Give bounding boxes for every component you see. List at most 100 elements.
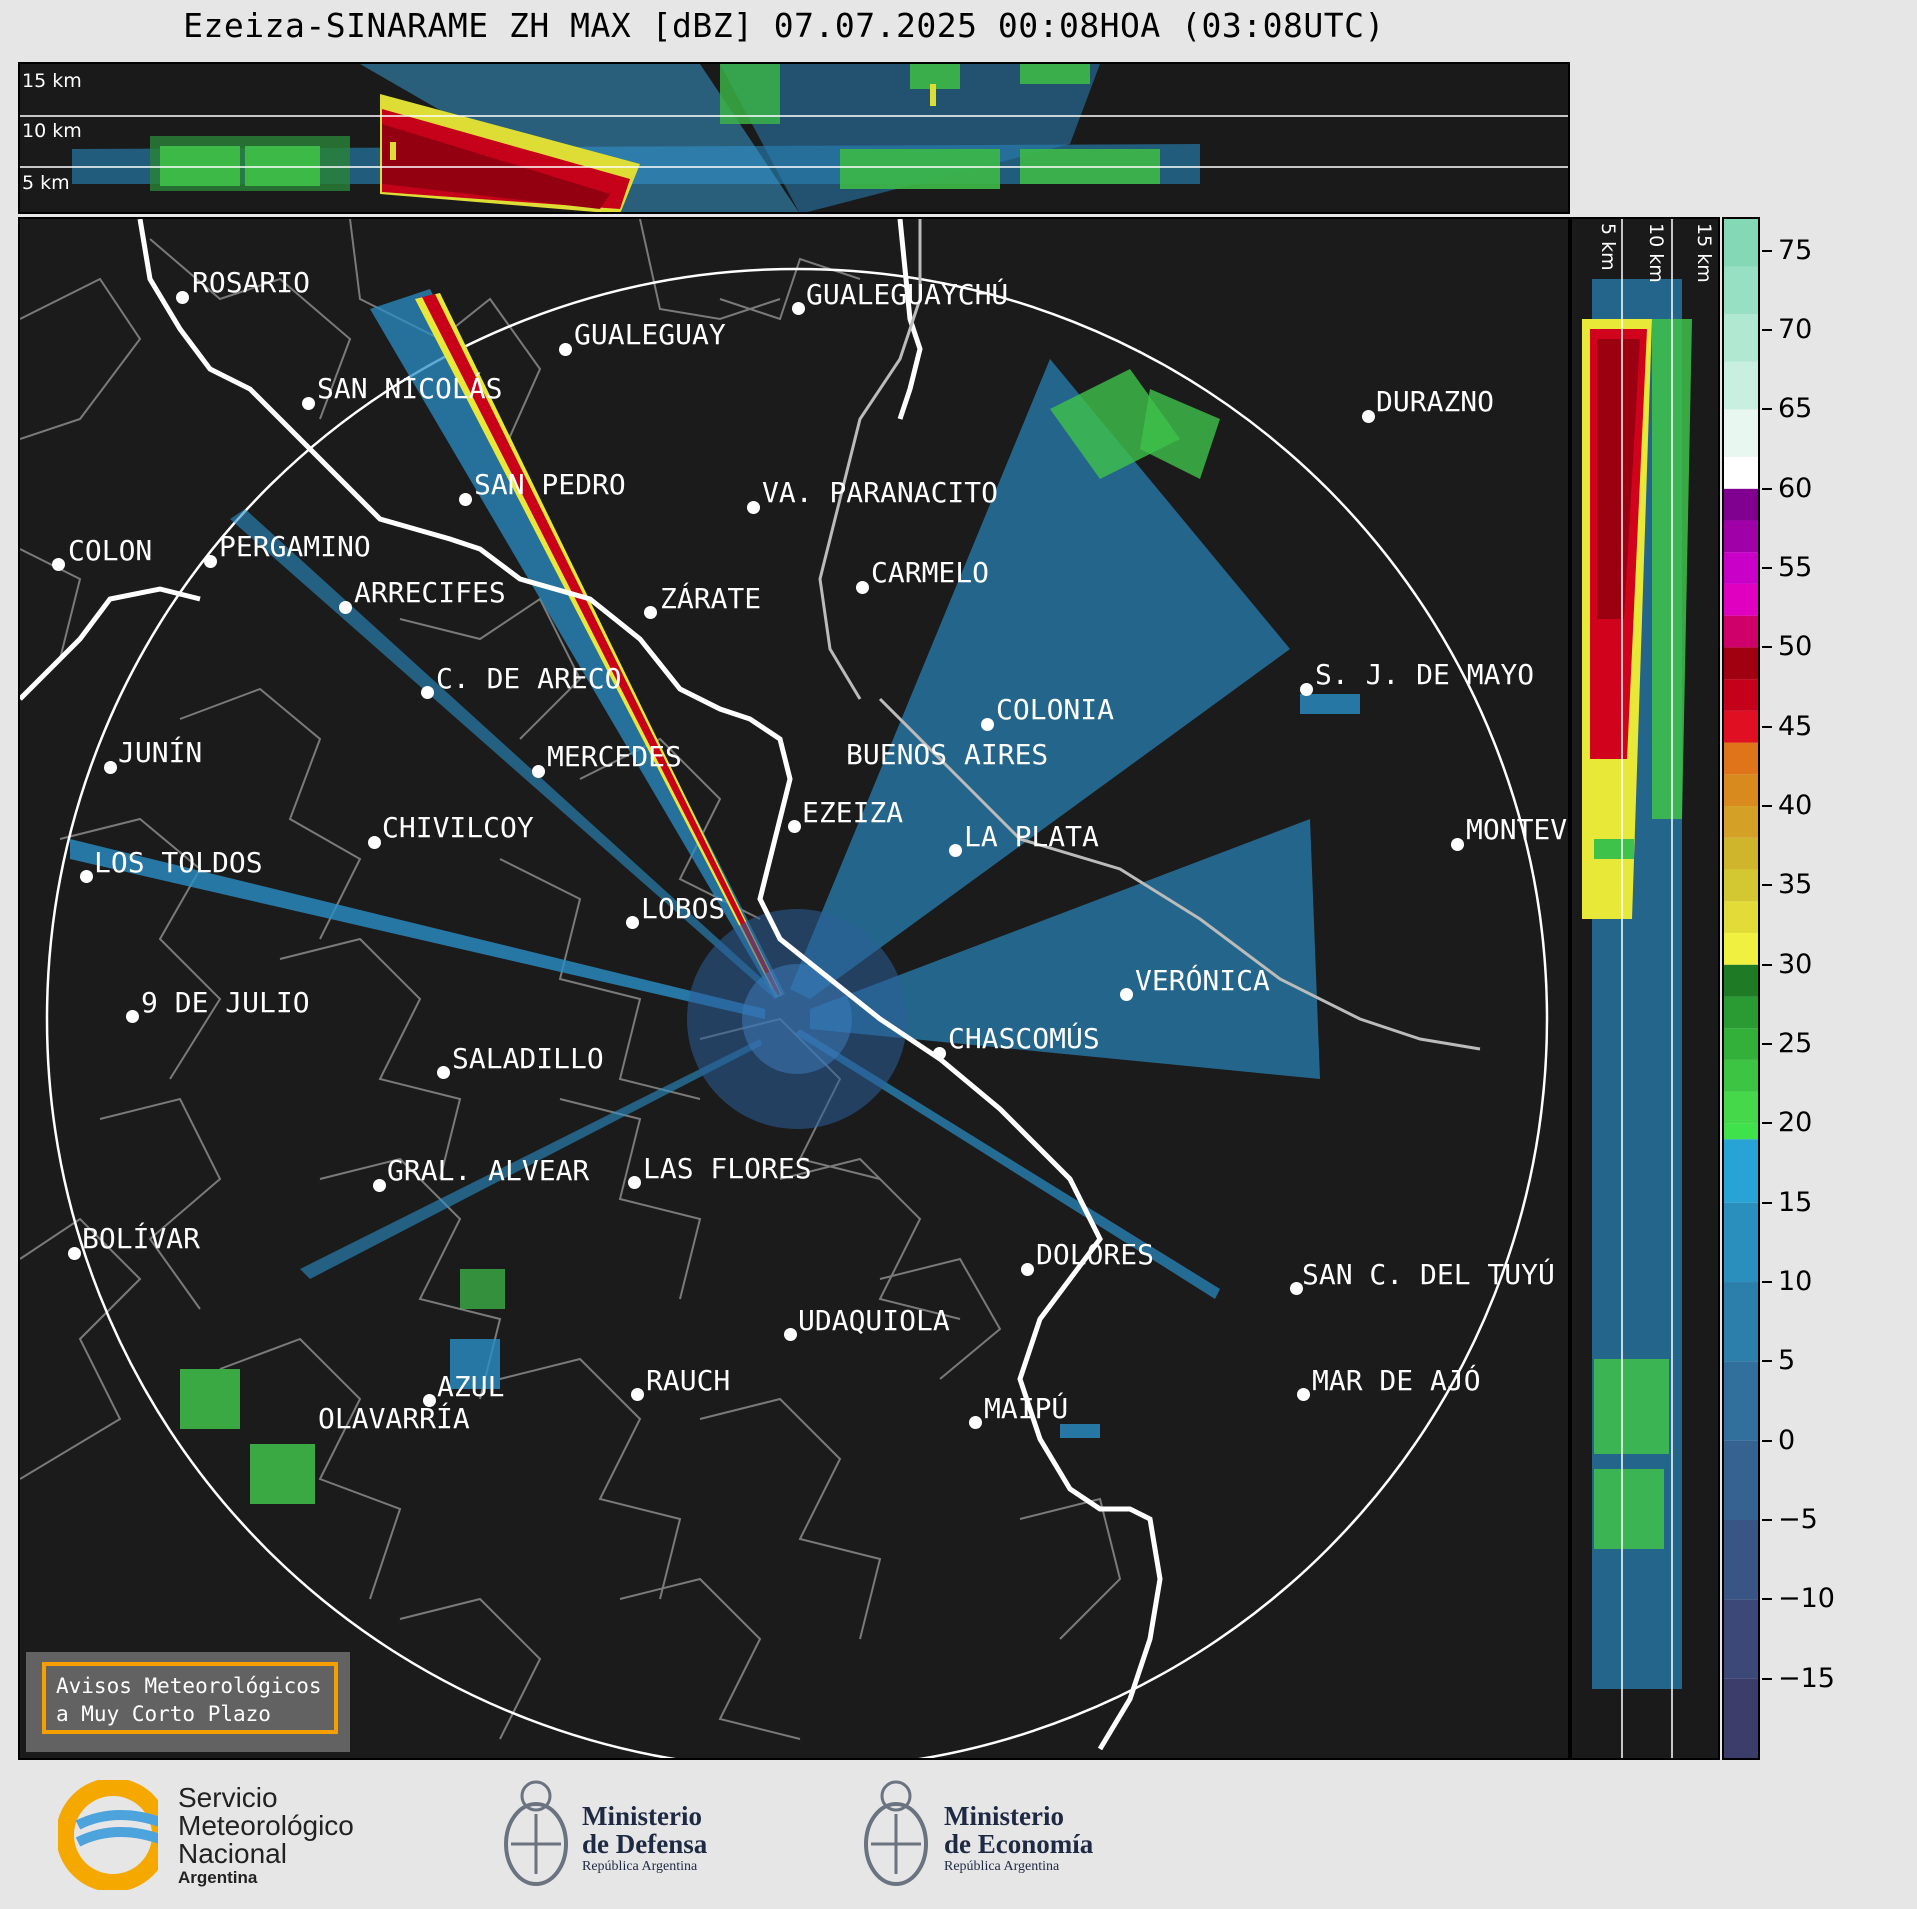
city-label-pergamino: PERGAMINO xyxy=(219,530,371,563)
colorbar-band xyxy=(1724,837,1758,870)
notice-frame: Avisos Meteorológicos a Muy Corto Plazo xyxy=(42,1662,338,1734)
colorbar-tick xyxy=(1762,646,1772,649)
colorbar-tick-label: 30 xyxy=(1778,948,1813,980)
city-label-san-nicolas: SAN NICOLÁS xyxy=(317,372,503,405)
colorbar-band xyxy=(1724,1361,1758,1441)
city-dot xyxy=(423,1394,436,1407)
colorbar-tick-label: 5 xyxy=(1778,1345,1796,1377)
smn-line-4: Argentina xyxy=(178,1868,258,1887)
city-dot xyxy=(856,581,869,594)
city-label-bolivar: BOLÍVAR xyxy=(82,1222,201,1255)
colorbar-tick-label: 70 xyxy=(1778,314,1813,346)
colorbar-band xyxy=(1724,1059,1758,1092)
city-label-arrecifes: ARRECIFES xyxy=(354,576,506,609)
colorbar-tick xyxy=(1762,567,1772,570)
city-label-zarate: ZÁRATE xyxy=(660,582,762,615)
city-label-los-toldos: LOS TOLDOS xyxy=(94,846,263,879)
vertical-cross-section-right: 5 km 10 km 15 km xyxy=(1570,217,1720,1760)
city-dot xyxy=(80,870,93,883)
economia-logo-text: Ministerio de Economía República Argenti… xyxy=(944,1802,1093,1876)
city-label-udaquiola: UDAQUIOLA xyxy=(798,1304,950,1337)
colorbar-band xyxy=(1724,679,1758,711)
colorbar-tick-label: 25 xyxy=(1778,1028,1813,1060)
colorbar-band xyxy=(1724,615,1758,648)
city-dot xyxy=(459,493,472,506)
colorbar-band xyxy=(1724,488,1758,521)
colorbar-tick-label: 75 xyxy=(1778,234,1813,266)
colorbar-tick xyxy=(1762,329,1772,332)
economia-line-1: Ministerio xyxy=(944,1801,1064,1831)
city-label-san-pedro: SAN PEDRO xyxy=(474,468,626,501)
river-uruguay xyxy=(818,219,1481,1051)
colorbar-tick xyxy=(1762,487,1772,490)
colorbar-band xyxy=(1724,456,1758,489)
radar-range-ring xyxy=(45,267,1549,1758)
colorbar-tick xyxy=(1762,963,1772,966)
colorbar-tick-label: −15 xyxy=(1778,1662,1835,1694)
colorbar-band xyxy=(1724,583,1758,616)
notice-line-2: a Muy Corto Plazo xyxy=(56,1702,271,1726)
colorbar-tick-label: 0 xyxy=(1778,1424,1796,1456)
colorbar-band xyxy=(1724,932,1758,965)
colorbar-tick xyxy=(1762,884,1772,887)
city-label-la-plata: LA PLATA xyxy=(964,820,1099,853)
colorbar-band xyxy=(1724,1123,1758,1140)
city-dot xyxy=(626,916,639,929)
city-label-chascomus: CHASCOMÚS xyxy=(948,1022,1100,1055)
colorbar-tick-label: −10 xyxy=(1778,1583,1835,1615)
city-label-colon: COLON xyxy=(68,534,153,567)
colorbar-band xyxy=(1724,996,1758,1029)
notice-box[interactable]: Avisos Meteorológicos a Muy Corto Plazo xyxy=(26,1652,350,1752)
colorbar-band xyxy=(1724,552,1758,584)
city-dot xyxy=(784,1328,797,1341)
vertical-cross-section-top: 15 km 10 km 5 km xyxy=(18,62,1570,214)
colorbar-tick-label: 10 xyxy=(1778,1266,1813,1298)
economia-line-3: República Argentina xyxy=(944,1859,1060,1874)
city-dot xyxy=(421,686,434,699)
city-dot xyxy=(969,1416,982,1429)
city-dot xyxy=(302,397,315,410)
colorbar-band xyxy=(1724,710,1758,743)
side-section-graphic xyxy=(1582,219,1692,1758)
colorbar-band xyxy=(1724,1091,1758,1124)
colorbar-tick xyxy=(1762,408,1772,411)
city-dot xyxy=(339,601,352,614)
city-label-colonia: COLONIA xyxy=(996,693,1115,726)
city-label-mar-de-ajo: MAR DE AJÓ xyxy=(1312,1364,1481,1397)
city-dot xyxy=(981,718,994,731)
colorbar-tick xyxy=(1762,1281,1772,1284)
colorbar-band xyxy=(1724,964,1758,997)
city-label-rosario: ROSARIO xyxy=(192,266,311,299)
colorbar-band xyxy=(1724,774,1758,807)
city-dot xyxy=(747,501,760,514)
city-label-va-paranacito: VA. PARANACITO xyxy=(762,476,999,509)
city-dot xyxy=(933,1047,946,1060)
city-label-veronica: VERÓNICA xyxy=(1135,964,1270,997)
city-label-chivilcoy: CHIVILCOY xyxy=(382,811,534,844)
city-dot xyxy=(68,1247,81,1260)
colorbar-band xyxy=(1724,361,1758,410)
colorbar-tick xyxy=(1762,1122,1772,1125)
city-dot xyxy=(52,558,65,571)
city-dot xyxy=(1021,1263,1034,1276)
city-label-lobos: LOBOS xyxy=(641,892,726,925)
colorbar-band xyxy=(1724,1440,1758,1521)
city-label-olavarria: OLAVARRÍA xyxy=(318,1402,470,1435)
smn-line-3: Nacional xyxy=(178,1838,287,1869)
colorbar-tick-label: −5 xyxy=(1778,1504,1818,1535)
side-height-label-5km: 5 km xyxy=(1597,223,1619,271)
colorbar-tick-label: 20 xyxy=(1778,1107,1813,1139)
defensa-line-2: de Defensa xyxy=(582,1829,708,1859)
city-dot xyxy=(792,302,805,315)
city-dot xyxy=(559,343,572,356)
city-label-9-de-julio: 9 DE JULIO xyxy=(141,986,310,1019)
smn-logo-icon xyxy=(58,1780,178,1890)
city-dot xyxy=(949,844,962,857)
colorbar-band xyxy=(1724,901,1758,933)
colorbar-graphic xyxy=(1724,219,1758,1758)
city-label-rauch: RAUCH xyxy=(646,1364,731,1397)
city-label-azul: AZUL xyxy=(437,1370,505,1403)
city-label-gualeguay: GUALEGUAY xyxy=(574,318,726,351)
footer: Servicio Meteorológico Nacional Argentin… xyxy=(0,1760,1917,1909)
side-height-label-15km: 15 km xyxy=(1693,223,1715,283)
